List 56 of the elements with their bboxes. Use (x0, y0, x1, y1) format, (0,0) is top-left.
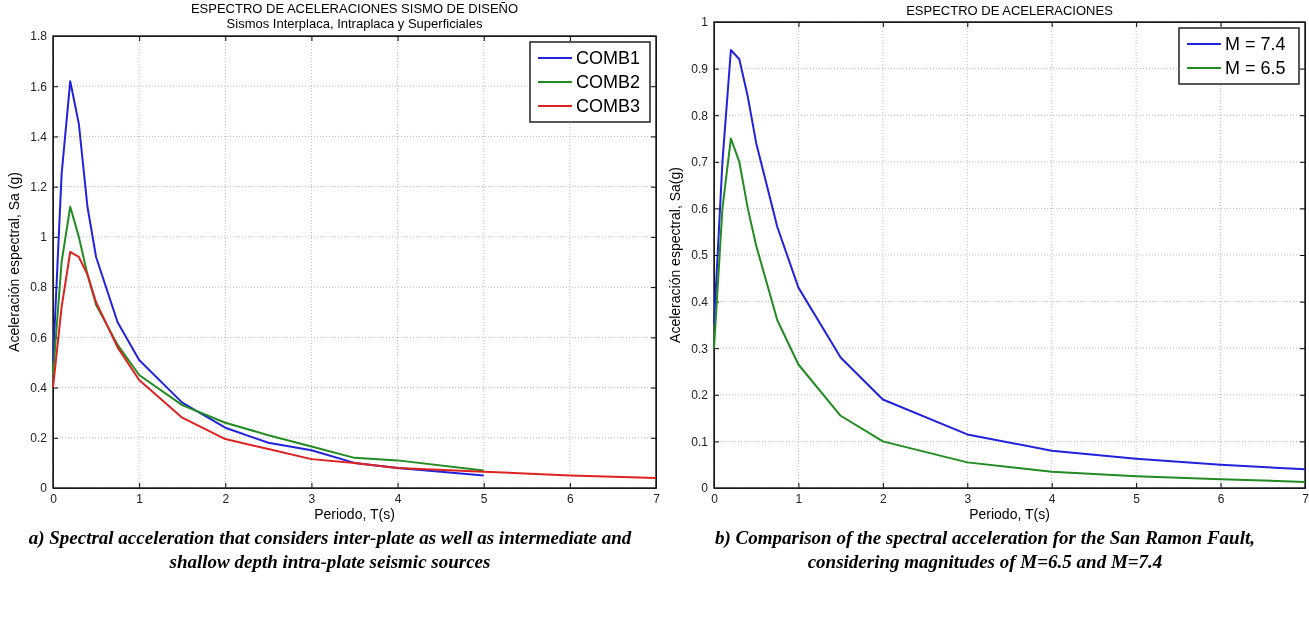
y-tick-label: 0.7 (691, 155, 709, 170)
line-series (52, 250, 657, 479)
chart-title: ESPECTRO DE ACELERACIONES (906, 3, 1114, 18)
x-tick-label: 2 (880, 491, 888, 506)
x-tick-label: 4 (394, 491, 402, 506)
legend-label: COMB3 (576, 96, 641, 117)
line-series (713, 48, 1306, 471)
y-tick-label: 1.6 (30, 79, 48, 94)
legend-label: COMB1 (576, 48, 641, 69)
y-tick-label: 0.3 (691, 341, 709, 356)
line-series (52, 80, 485, 477)
y-tick-label: 0.5 (691, 248, 709, 263)
y-tick-label: 1.8 (30, 29, 48, 44)
x-tick-label: 7 (1302, 491, 1309, 506)
y-tick-label: 0 (40, 481, 48, 496)
chart-subtitle: Sismos Interplaca, Intraplaca y Superficiales (226, 16, 483, 31)
x-tick-label: 5 (480, 491, 488, 506)
y-axis-title: Aceleración espectral, Sa(g) (667, 167, 683, 343)
y-tick-label: 0.2 (30, 431, 48, 446)
y-tick-label: 0.4 (691, 294, 709, 309)
x-axis-title: Periodo, T(s) (314, 506, 395, 522)
y-tick-label: 1.2 (30, 180, 48, 195)
x-tick-label: 6 (1217, 491, 1225, 506)
line-series (52, 205, 485, 472)
y-tick-label: 0.6 (30, 330, 48, 345)
x-tick-label: 0 (50, 491, 58, 506)
y-tick-label: 1 (40, 230, 48, 245)
x-tick-label: 3 (308, 491, 316, 506)
x-tick-label: 3 (964, 491, 972, 506)
y-tick-label: 0.2 (691, 388, 709, 403)
x-tick-label: 6 (567, 491, 575, 506)
x-tick-label: 2 (222, 491, 230, 506)
y-tick-label: 0.4 (30, 380, 48, 395)
x-tick-label: 7 (653, 491, 661, 506)
legend-label: M = 6.5 (1225, 58, 1286, 79)
y-tick-label: 0 (701, 481, 709, 496)
text: b) Comparison of the spectral acceleration for the San Ramon Fault, considering magnitudes of M=6.5 and M=7.4 (714, 526, 1256, 574)
x-tick-label: 5 (1133, 491, 1141, 506)
x-tick-label: 4 (1048, 491, 1056, 506)
legend-label: COMB2 (576, 72, 641, 93)
text: a) Spectral acceleration that considers inter-plate as well as intermediate and shallow depth intra-plate seismic sources (27, 526, 633, 574)
y-tick-label: 0.9 (691, 61, 709, 76)
x-tick-label: 1 (136, 491, 144, 506)
y-tick-label: 0.6 (691, 201, 709, 216)
line-series (713, 137, 1306, 483)
y-axis-title: Aceleración espectral, Sa (g) (6, 172, 22, 352)
y-tick-label: 1.4 (30, 129, 48, 144)
x-tick-label: 0 (711, 491, 719, 506)
y-tick-label: 1 (701, 15, 709, 30)
x-tick-label: 1 (795, 491, 803, 506)
x-axis-title: Periodo, T(s) (969, 506, 1050, 522)
chart-title: ESPECTRO DE ACELERACIONES SISMO DE DISEÑO (190, 1, 519, 16)
y-tick-label: 0.8 (30, 280, 48, 295)
legend-label: M = 7.4 (1225, 34, 1286, 55)
y-tick-label: 0.8 (691, 108, 709, 123)
y-tick-label: 0.1 (691, 434, 709, 449)
